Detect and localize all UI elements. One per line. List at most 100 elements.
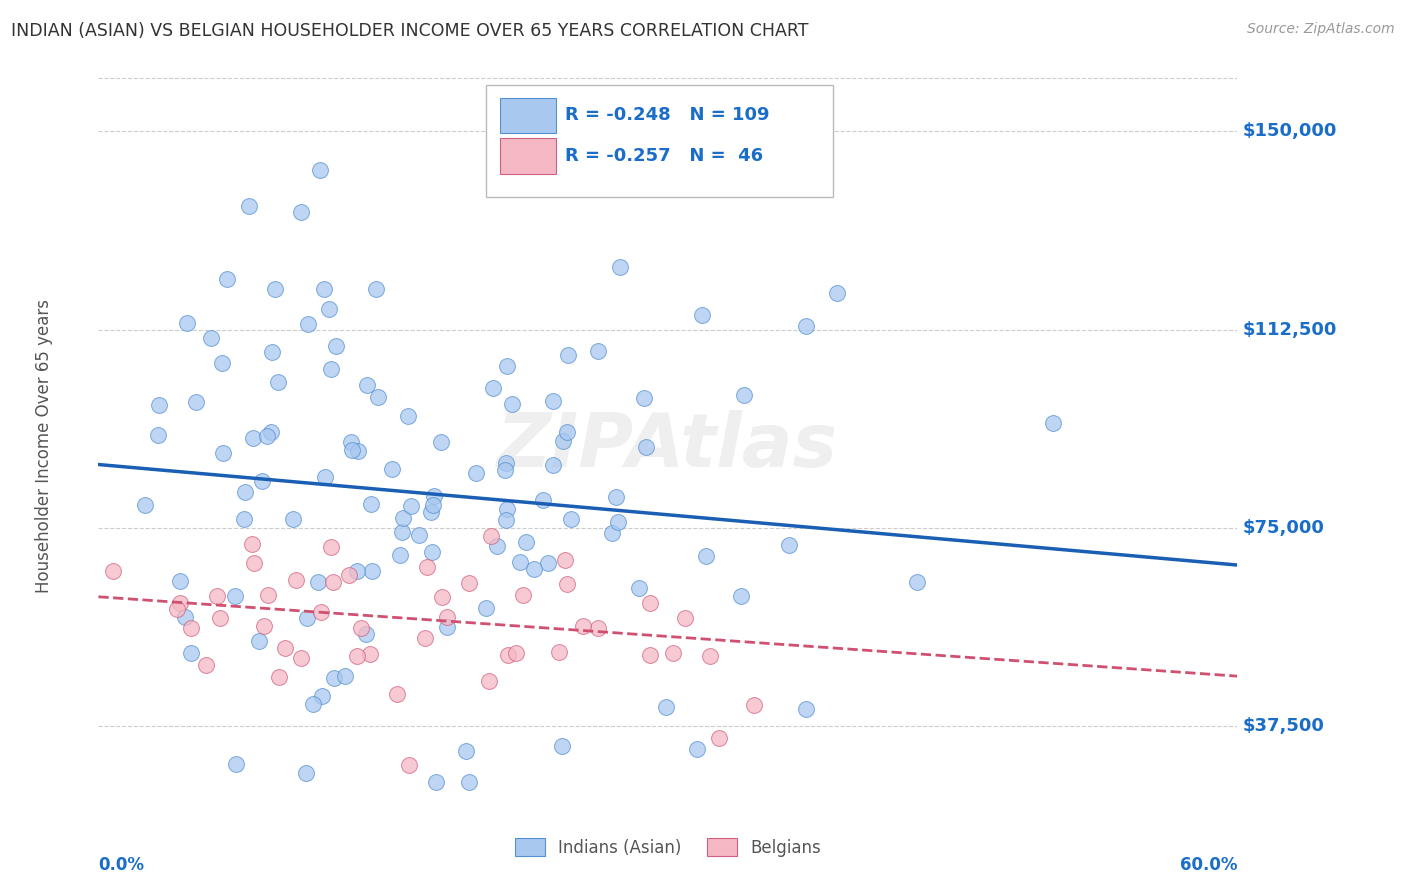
FancyBboxPatch shape (501, 138, 557, 174)
Point (295, 611, 318, 625)
Point (267, 375, 290, 389)
Point (662, 646, 685, 660)
Point (238, 199, 260, 213)
Point (425, 775, 447, 789)
Point (346, 648, 368, 663)
Point (541, 458, 564, 472)
Point (148, 428, 170, 442)
Point (356, 378, 378, 392)
Point (686, 741, 709, 756)
Point (482, 381, 505, 395)
Point (337, 567, 360, 582)
Point (560, 512, 582, 526)
Point (485, 539, 508, 553)
Point (180, 646, 202, 660)
Point (323, 671, 346, 685)
Point (148, 398, 170, 412)
Point (477, 674, 499, 689)
Point (557, 348, 579, 362)
Point (523, 562, 546, 576)
Point (209, 611, 232, 625)
Point (243, 556, 266, 570)
Point (232, 512, 254, 526)
Text: INDIAN (ASIAN) VS BELGIAN HOUSEHOLDER INCOME OVER 65 YEARS CORRELATION CHART: INDIAN (ASIAN) VS BELGIAN HOUSEHOLDER IN… (11, 22, 808, 40)
Text: 0.0%: 0.0% (98, 856, 145, 874)
Point (479, 529, 502, 543)
Point (260, 425, 283, 439)
Point (307, 574, 329, 589)
Point (794, 702, 817, 716)
Point (205, 589, 228, 603)
Point (366, 282, 388, 296)
Point (543, 393, 565, 408)
Point (501, 397, 523, 411)
Point (419, 505, 441, 519)
Point (602, 525, 624, 540)
Point (709, 731, 731, 746)
Point (551, 434, 574, 449)
Point (695, 549, 717, 564)
Point (429, 435, 451, 450)
Point (180, 621, 202, 635)
Point (285, 574, 308, 588)
Point (654, 700, 676, 714)
Point (692, 308, 714, 322)
Point (309, 163, 332, 178)
Point (217, 272, 239, 286)
Point (413, 631, 436, 645)
Point (422, 545, 444, 559)
Point (367, 390, 389, 404)
Point (496, 502, 519, 516)
Text: $150,000: $150,000 (1243, 122, 1337, 140)
Point (627, 581, 650, 595)
Text: R = -0.248   N = 109: R = -0.248 N = 109 (565, 105, 770, 124)
Point (505, 646, 527, 660)
Point (274, 640, 297, 655)
Point (322, 574, 344, 589)
Point (408, 528, 430, 542)
Point (609, 260, 631, 274)
Point (247, 634, 270, 648)
Point (311, 689, 333, 703)
Point (454, 744, 477, 758)
Point (333, 669, 356, 683)
Point (401, 500, 423, 514)
Point (325, 338, 347, 352)
Point (350, 621, 373, 635)
Point (458, 576, 481, 591)
Text: Householder Income Over 65 years: Householder Income Over 65 years (35, 299, 53, 593)
Point (340, 443, 363, 458)
Text: R = -0.257   N =  46: R = -0.257 N = 46 (565, 147, 763, 165)
Point (794, 319, 817, 334)
Point (263, 282, 285, 296)
Point (475, 600, 498, 615)
Point (533, 492, 555, 507)
Point (200, 330, 222, 344)
Point (290, 204, 312, 219)
Point (416, 559, 439, 574)
Point (319, 362, 342, 376)
Point (224, 589, 246, 603)
Point (212, 446, 235, 460)
Point (905, 574, 928, 589)
Point (250, 474, 273, 488)
Point (257, 588, 280, 602)
Point (547, 645, 569, 659)
Point (318, 301, 340, 316)
Point (458, 775, 481, 789)
Point (242, 431, 264, 445)
Point (422, 489, 444, 503)
Point (253, 618, 276, 632)
Legend: Indians (Asian), Belgians: Indians (Asian), Belgians (509, 831, 827, 863)
Point (360, 496, 382, 510)
Point (346, 564, 368, 578)
Point (422, 498, 444, 512)
Point (339, 435, 361, 450)
Point (186, 395, 208, 409)
Point (302, 697, 325, 711)
Point (494, 463, 516, 477)
Point (606, 515, 628, 529)
Text: Source: ZipAtlas.com: Source: ZipAtlas.com (1247, 22, 1395, 37)
Point (319, 541, 342, 555)
Point (396, 409, 419, 423)
